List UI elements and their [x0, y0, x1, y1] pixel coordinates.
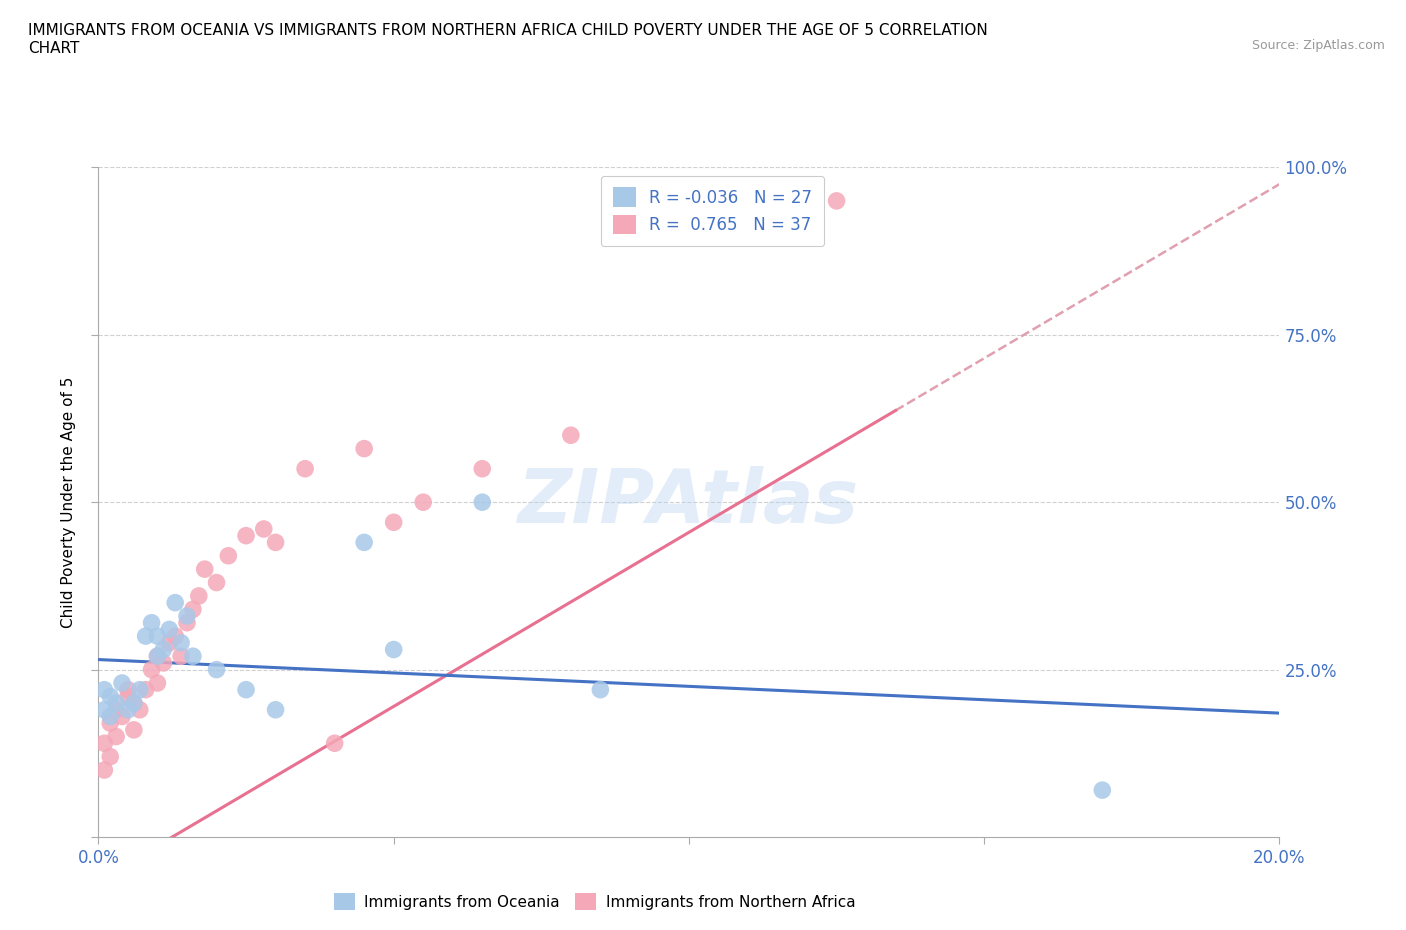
Point — [98, 689, 121, 704]
Point — [589, 683, 612, 698]
Legend: Immigrants from Oceania, Immigrants from Northern Africa: Immigrants from Oceania, Immigrants from… — [328, 886, 862, 916]
Point — [141, 616, 163, 631]
Point — [146, 649, 169, 664]
Point — [471, 461, 494, 476]
Point — [157, 635, 180, 650]
Point — [353, 535, 375, 550]
Point — [181, 649, 204, 664]
Point — [98, 750, 121, 764]
Point — [382, 515, 405, 530]
Point — [135, 683, 157, 698]
Point — [382, 642, 405, 657]
Point — [205, 662, 228, 677]
Point — [105, 696, 128, 711]
Point — [253, 522, 276, 537]
Point — [122, 723, 145, 737]
Point — [98, 709, 121, 724]
Point — [264, 702, 287, 717]
Point — [294, 461, 316, 476]
Point — [353, 441, 375, 456]
Point — [205, 575, 228, 590]
Point — [105, 729, 128, 744]
Text: ZIPAtlas: ZIPAtlas — [519, 466, 859, 538]
Point — [117, 702, 139, 717]
Point — [128, 683, 150, 698]
Point — [122, 696, 145, 711]
Point — [146, 675, 169, 690]
Point — [111, 709, 134, 724]
Point — [111, 675, 134, 690]
Point — [122, 696, 145, 711]
Point — [141, 662, 163, 677]
Point — [98, 716, 121, 731]
Point — [93, 736, 115, 751]
Point — [165, 595, 187, 610]
Point — [93, 702, 115, 717]
Point — [105, 702, 128, 717]
Text: IMMIGRANTS FROM OCEANIA VS IMMIGRANTS FROM NORTHERN AFRICA CHILD POVERTY UNDER T: IMMIGRANTS FROM OCEANIA VS IMMIGRANTS FR… — [28, 23, 988, 56]
Point — [181, 602, 204, 617]
Point — [146, 629, 169, 644]
Point — [146, 649, 169, 664]
Point — [128, 702, 150, 717]
Point — [93, 763, 115, 777]
Point — [194, 562, 217, 577]
Point — [217, 549, 239, 564]
Point — [1091, 783, 1114, 798]
Point — [235, 528, 257, 543]
Point — [176, 608, 198, 623]
Point — [117, 683, 139, 698]
Point — [323, 736, 346, 751]
Point — [471, 495, 494, 510]
Y-axis label: Child Poverty Under the Age of 5: Child Poverty Under the Age of 5 — [60, 377, 76, 628]
Text: Source: ZipAtlas.com: Source: ZipAtlas.com — [1251, 39, 1385, 52]
Point — [152, 656, 174, 671]
Point — [264, 535, 287, 550]
Point — [187, 589, 209, 604]
Point — [135, 629, 157, 644]
Point — [152, 642, 174, 657]
Point — [825, 193, 848, 208]
Point — [93, 683, 115, 698]
Point — [412, 495, 434, 510]
Point — [176, 616, 198, 631]
Point — [170, 635, 193, 650]
Point — [235, 683, 257, 698]
Point — [170, 649, 193, 664]
Point — [560, 428, 582, 443]
Point — [165, 629, 187, 644]
Point — [117, 689, 139, 704]
Point — [157, 622, 180, 637]
